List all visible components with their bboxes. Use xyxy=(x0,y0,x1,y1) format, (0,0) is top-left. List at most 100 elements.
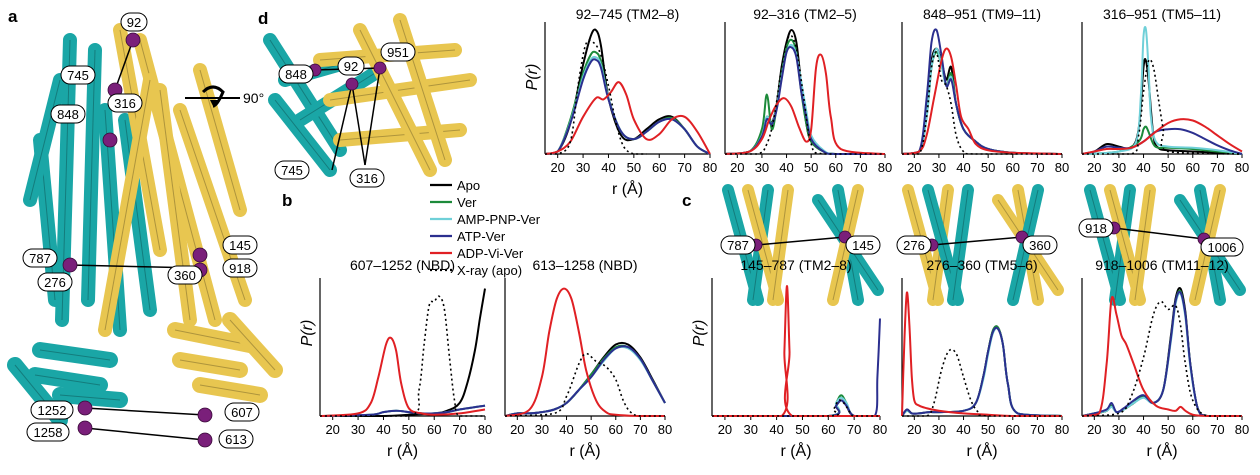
series-line-apo xyxy=(319,288,486,417)
panel-letter-c: c xyxy=(682,191,691,210)
chart-8: 20 30 40 50 60 70 80 918–1006 (TM11–12) r (Å) xyxy=(1081,257,1249,460)
residue-sphere xyxy=(192,247,208,263)
distance-line xyxy=(755,236,846,246)
series-line-adp-vi-ver xyxy=(1081,296,1242,417)
x-tick-label: 70 xyxy=(633,422,647,437)
legend-entry: ATP-Ver xyxy=(457,229,506,244)
series-line-ver xyxy=(724,38,885,156)
legend-entry: AMP-PNP-Ver xyxy=(457,212,541,227)
series-line-atp-ver xyxy=(901,326,1063,417)
nbd-gold-edge xyxy=(179,359,241,371)
residue-label-787: 787 xyxy=(727,238,749,253)
residue-label-918: 918 xyxy=(1085,221,1107,236)
helix-gold xyxy=(353,23,437,177)
x-tick-label: 20 xyxy=(550,160,564,175)
distance-line xyxy=(351,83,366,166)
series-line-adp-vi-ver xyxy=(711,284,880,418)
series-line-amp-pnp-ver xyxy=(711,396,880,418)
residue-label-92: 92 xyxy=(344,59,358,74)
panel-letter-b: b xyxy=(282,191,292,210)
x-tick-label: 40 xyxy=(769,422,783,437)
nbd-gold xyxy=(172,352,248,378)
helix-edge xyxy=(772,189,789,301)
distance-line xyxy=(364,67,381,166)
x-tick-label: 40 xyxy=(779,160,793,175)
helix-teal xyxy=(81,43,102,307)
x-tick-label: 60 xyxy=(427,422,441,437)
residue-label-848-box xyxy=(50,104,86,124)
x-tick-label: 70 xyxy=(1210,422,1224,437)
nbd-gold-edge xyxy=(174,329,251,346)
residue-label-613: 613 xyxy=(225,432,247,447)
helix-teal xyxy=(263,33,347,157)
residue-label-276-box xyxy=(37,272,73,292)
series-line-atp-ver xyxy=(1081,127,1243,155)
residue-label-316: 316 xyxy=(356,171,378,186)
distance-line xyxy=(931,236,1023,246)
structure-illustrations-c: 787 145 276 360 918 1006 xyxy=(720,184,1246,306)
x-tick-label: 70 xyxy=(452,422,466,437)
residue-sphere xyxy=(77,400,93,416)
series-line-ver xyxy=(504,344,666,417)
residue-label-1258: 1258 xyxy=(34,425,63,440)
x-tick-label: 50 xyxy=(584,422,598,437)
chart-title: 607–1252 (NBD) xyxy=(350,257,455,273)
residue-label-145: 145 xyxy=(852,238,874,253)
helix-gold-edge xyxy=(104,79,151,331)
helix-gold-edge xyxy=(199,69,241,211)
series-line-amp-pnp-ver xyxy=(1081,292,1242,418)
x-tick-label: 20 xyxy=(1087,160,1101,175)
series-line-x-ray-apo- xyxy=(544,39,647,155)
chart-4: 20 30 40 50 60 70 80 607–1252 (NBD) P(r) r (Å) xyxy=(299,257,492,460)
chart-title: 145–787 (TM2–8) xyxy=(740,257,851,273)
residue-label-787-box xyxy=(22,248,58,268)
legend-entry: Ver xyxy=(457,195,477,210)
x-tick-label: 80 xyxy=(1055,422,1069,437)
residue-label-360-box xyxy=(1022,235,1058,255)
x-tick-label: 20 xyxy=(1087,422,1101,437)
series-line-x-ray-apo- xyxy=(1081,58,1243,155)
series-line-ver xyxy=(1081,289,1242,418)
nbd-gold xyxy=(192,377,268,403)
series-line-apo xyxy=(504,341,666,417)
series-line-x-ray-apo- xyxy=(504,352,665,417)
x-tick-label: 40 xyxy=(956,422,970,437)
x-tick-label: 70 xyxy=(1210,160,1224,175)
residue-label-276-box xyxy=(896,235,932,255)
helix xyxy=(947,184,974,306)
x-tick-label: 30 xyxy=(535,422,549,437)
residue-label-745-box xyxy=(60,65,96,85)
x-tick-label: 50 xyxy=(627,160,641,175)
chart-0: 20 30 40 50 60 70 80 92–745 (TM2–8) P(r) r (Å) xyxy=(524,6,717,198)
helix-gold xyxy=(98,73,157,337)
helix xyxy=(1129,184,1156,306)
chart-1: 20 30 40 50 60 70 80 92–316 (TM2–5) xyxy=(724,6,892,175)
nbd-teal xyxy=(32,342,118,368)
residue-label-848: 848 xyxy=(57,107,79,122)
x-tick-label: 30 xyxy=(351,422,365,437)
x-tick-label: 60 xyxy=(1006,422,1020,437)
helix-teal xyxy=(268,93,337,177)
x-tick-label: 80 xyxy=(873,422,887,437)
series-line-atp-ver xyxy=(711,318,881,418)
chart-7: 20 30 40 50 60 70 80 276–360 (TM5–6) r (Å) xyxy=(901,257,1069,460)
x-tick-label: 50 xyxy=(804,160,818,175)
x-tick-label: 50 xyxy=(795,422,809,437)
series-line-apo xyxy=(544,28,711,155)
x-tick-label: 80 xyxy=(658,422,672,437)
panel-letter-d: d xyxy=(258,9,268,28)
residue-label-92-box xyxy=(120,12,148,32)
helix-gold-edge xyxy=(359,29,431,171)
x-tick-label: 30 xyxy=(576,160,590,175)
residue-label-360-box xyxy=(167,265,203,285)
series-line-apo xyxy=(901,325,1063,417)
nbd-teal-edge xyxy=(59,394,121,401)
nbd-teal-edge xyxy=(34,374,101,386)
series-line-adp-vi-ver xyxy=(724,53,886,155)
legend-entry: X-ray (apo) xyxy=(457,263,522,278)
distance-line xyxy=(331,83,353,171)
series-line-apo xyxy=(1081,58,1243,155)
x-tick-label: 50 xyxy=(1161,422,1175,437)
x-tick-label: 50 xyxy=(1161,160,1175,175)
x-tick-label: 60 xyxy=(609,422,623,437)
